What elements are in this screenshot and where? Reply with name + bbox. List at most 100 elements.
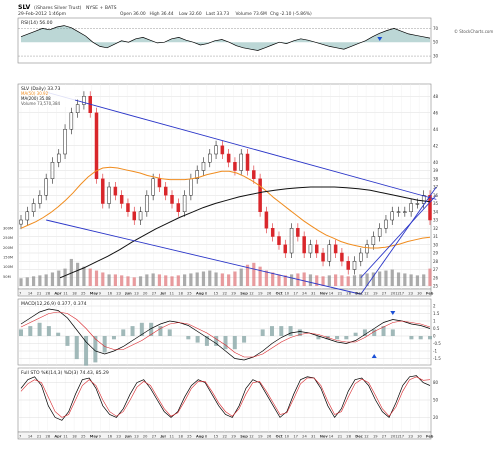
date-label-bottom: 11 xyxy=(169,435,174,439)
date-label: Jul xyxy=(160,292,166,296)
macd-histogram-bar xyxy=(409,336,414,340)
date-label: 11 xyxy=(169,292,174,296)
candle-body xyxy=(327,244,332,262)
volume-bar xyxy=(220,273,224,286)
macd-histogram-bar xyxy=(121,329,126,336)
date-label: Dec xyxy=(355,292,363,296)
rsi-tick-label: 30 xyxy=(433,54,439,59)
macd-arrow-icon xyxy=(371,354,377,358)
sto-tick-label: 50 xyxy=(433,398,439,403)
date-label-bottom: 12 xyxy=(249,435,254,439)
price-tick-label: 31 xyxy=(433,234,439,239)
date-label-bottom: 2012 xyxy=(391,435,400,439)
rsi-tick-label: 70 xyxy=(433,26,439,31)
date-label-bottom: 15 xyxy=(214,435,219,439)
date-label: 16 xyxy=(107,292,112,296)
volume-bar xyxy=(252,262,256,286)
date-label: 19 xyxy=(373,292,378,296)
date-label: 2012 xyxy=(391,292,400,296)
macd-histogram-bar xyxy=(204,336,209,346)
volume-bar xyxy=(195,272,199,286)
date-label: 17 xyxy=(293,292,298,296)
volume-bar xyxy=(227,274,231,286)
macd-histogram-bar xyxy=(362,329,367,336)
candle-body xyxy=(208,153,212,163)
date-label-bottom: 20 xyxy=(143,435,148,439)
candle-body xyxy=(176,203,181,212)
date-label: 27 xyxy=(152,292,157,296)
date-label: 28 xyxy=(46,292,51,296)
candle-body xyxy=(415,203,420,205)
macd-histogram-bar xyxy=(84,336,89,366)
trend-line-3 xyxy=(360,194,437,279)
rsi-area xyxy=(21,25,430,51)
volume-bar xyxy=(183,274,187,286)
stat-high: High 36.44 xyxy=(150,11,174,17)
candle-body xyxy=(44,178,48,196)
date-label: 18 xyxy=(72,292,77,296)
volume-bar xyxy=(101,272,105,286)
date-label-bottom: 29 xyxy=(231,435,236,439)
volume-bar xyxy=(334,274,338,286)
volume-bar xyxy=(245,264,250,286)
price-tick-label: 40 xyxy=(433,160,439,165)
stat-low: Low 32.60 xyxy=(179,11,202,17)
date-label-bottom: 12 xyxy=(364,435,369,439)
date-label-bottom: 21 xyxy=(37,435,42,439)
candle-body xyxy=(119,195,124,204)
volume-bar xyxy=(415,275,420,286)
candle-body xyxy=(258,178,262,212)
macd-histogram-bar xyxy=(381,326,386,336)
price-tick-label: 34 xyxy=(433,209,439,214)
candle-body xyxy=(38,195,42,204)
candle-body xyxy=(195,170,199,179)
volume-bar xyxy=(277,274,281,286)
volume-bar xyxy=(201,271,206,286)
legend-volume: Volume 73,570,384 xyxy=(21,101,61,106)
macd-histogram-bar xyxy=(269,326,274,336)
ma50-line xyxy=(20,166,431,249)
macd-histogram-bar xyxy=(111,336,116,340)
date-label-bottom: 8 xyxy=(205,435,208,439)
macd-histogram-bar xyxy=(223,336,228,350)
macd-series xyxy=(19,308,432,366)
macd-title: MACD(12,26,9) 0.377, 0.374 xyxy=(21,301,87,307)
macd-tick-label: 1.5 xyxy=(433,311,440,316)
candle-body xyxy=(170,195,174,204)
candle-body xyxy=(403,211,407,213)
volume-bar xyxy=(69,258,73,286)
price-tick-label: 44 xyxy=(433,127,439,132)
volume-bar xyxy=(151,273,155,286)
macd-histogram-bar xyxy=(93,336,98,363)
volume-bar xyxy=(44,274,48,286)
date-label: 11 xyxy=(63,292,68,296)
candle-body xyxy=(252,170,256,179)
date-label: 27 xyxy=(382,292,387,296)
date-label-bottom: 21 xyxy=(338,435,343,439)
date-label: Feb xyxy=(426,292,434,296)
price-tick-label: 33 xyxy=(433,218,439,223)
candle-body xyxy=(226,153,231,163)
candle-body xyxy=(340,252,344,262)
macd-histogram-bar xyxy=(353,332,358,336)
candle-body xyxy=(365,244,369,254)
macd-histogram-bar xyxy=(390,329,395,336)
date-label: 7 xyxy=(19,292,21,296)
volume-tick-label: 300M xyxy=(3,227,13,231)
volume-bar xyxy=(170,276,174,286)
candle-body xyxy=(308,244,313,254)
date-label-bottom: 27 xyxy=(152,435,157,439)
macd-tick-label: 0.5 xyxy=(433,326,440,331)
axis-labels: 3050702526272829303132333435363738394042… xyxy=(3,26,441,439)
date-label: 24 xyxy=(302,292,307,296)
volume-bar xyxy=(214,272,218,286)
watermark: © StockCharts.com xyxy=(454,29,493,34)
volume-bar xyxy=(76,262,80,286)
price-tick-label: 48 xyxy=(433,94,439,99)
volume-bar xyxy=(422,274,426,286)
price-tick-label: 32 xyxy=(433,226,439,231)
candle-body xyxy=(377,228,382,237)
stats-row: Open 36.00 High 36.44 Low 32.60 Last 33.73 V… xyxy=(120,11,312,17)
date-label-bottom: Apr xyxy=(54,435,61,439)
